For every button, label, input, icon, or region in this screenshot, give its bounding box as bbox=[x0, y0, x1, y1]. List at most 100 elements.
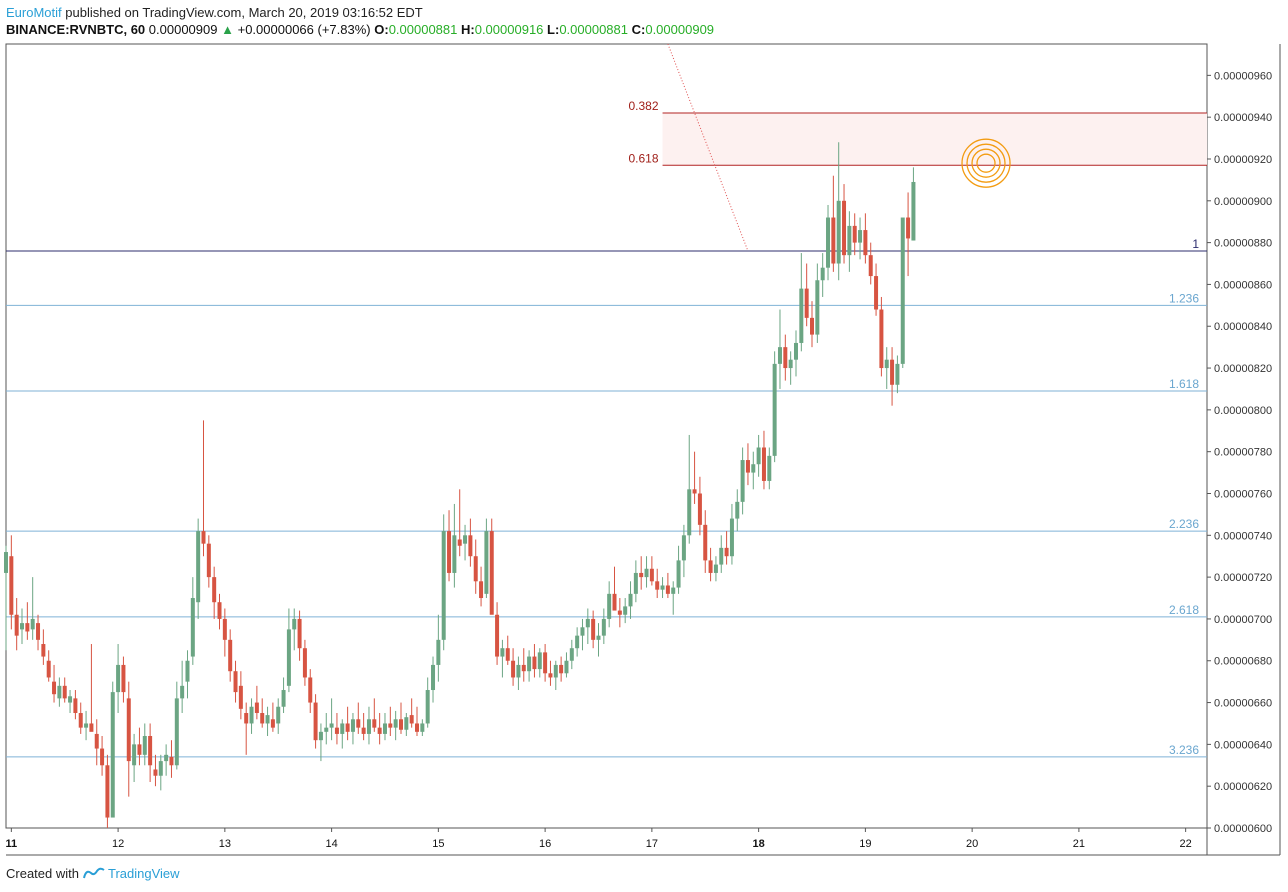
candle-body bbox=[895, 363, 900, 385]
y-tick-label: 0.00000700 bbox=[1214, 614, 1272, 626]
candle-body bbox=[158, 761, 163, 776]
candle-body bbox=[201, 531, 206, 544]
y-tick-label: 0.00000620 bbox=[1214, 781, 1272, 793]
candle-body bbox=[681, 535, 686, 561]
candle-body bbox=[793, 342, 798, 360]
candle-body bbox=[73, 698, 78, 714]
candle-body bbox=[900, 217, 905, 364]
candle-body bbox=[388, 723, 393, 728]
candle-body bbox=[772, 363, 777, 456]
candle-body bbox=[831, 217, 836, 264]
candle-body bbox=[788, 359, 793, 369]
candle-body bbox=[244, 713, 249, 724]
candle-body bbox=[596, 635, 601, 640]
high-label: H: bbox=[461, 22, 475, 37]
candle-body bbox=[206, 543, 211, 578]
candle-body bbox=[799, 288, 804, 343]
candle-body bbox=[142, 736, 147, 755]
candle-body bbox=[575, 635, 580, 649]
candle-body bbox=[495, 614, 500, 657]
low-value: 0.00000881 bbox=[559, 22, 628, 37]
candle-body bbox=[548, 673, 553, 678]
candle-body bbox=[276, 706, 281, 724]
candle-body bbox=[350, 719, 355, 732]
candle-body bbox=[126, 698, 131, 762]
candle-body bbox=[228, 639, 233, 672]
candle-body bbox=[180, 685, 185, 699]
candle-body bbox=[382, 723, 387, 734]
candle-body bbox=[884, 359, 889, 369]
candle-body bbox=[431, 664, 436, 691]
candle-body bbox=[692, 489, 697, 494]
y-tick-label: 0.00000600 bbox=[1214, 823, 1272, 835]
x-tick-label: 16 bbox=[539, 838, 551, 850]
high-value: 0.00000916 bbox=[474, 22, 544, 37]
candle-body bbox=[633, 572, 638, 594]
x-tick-label: 20 bbox=[966, 838, 978, 850]
y-tick-label: 0.00000760 bbox=[1214, 488, 1272, 500]
candle-body bbox=[740, 460, 745, 502]
candle-body bbox=[46, 660, 51, 678]
tradingview-brand[interactable]: TradingView bbox=[108, 866, 180, 881]
candle-body bbox=[842, 200, 847, 256]
candle-body bbox=[815, 280, 820, 335]
candle-body bbox=[329, 723, 334, 728]
target-ring bbox=[976, 153, 996, 173]
author-link[interactable]: EuroMotif bbox=[6, 5, 62, 20]
candle-body bbox=[826, 217, 831, 268]
candle-body bbox=[623, 606, 628, 615]
candle-body bbox=[537, 652, 542, 670]
candle-body bbox=[671, 587, 676, 594]
candle-body bbox=[265, 715, 270, 724]
candle-body bbox=[62, 685, 67, 699]
x-tick-label: 22 bbox=[1180, 838, 1192, 850]
fib-level-label: 2.236 bbox=[1169, 517, 1199, 531]
candle-body bbox=[724, 547, 729, 557]
candle-body bbox=[222, 618, 227, 640]
x-tick-label: 14 bbox=[325, 838, 337, 850]
tradingview-logo-icon[interactable] bbox=[82, 866, 108, 881]
candle-body bbox=[132, 744, 137, 766]
candle-body bbox=[708, 560, 713, 573]
x-tick-label: 19 bbox=[859, 838, 871, 850]
candle-body bbox=[569, 648, 574, 661]
candle-body bbox=[649, 568, 654, 582]
candle-body bbox=[564, 660, 569, 674]
candle-body bbox=[767, 455, 772, 481]
candle-body bbox=[281, 690, 286, 707]
candle-body bbox=[415, 723, 420, 732]
candle-body bbox=[527, 656, 532, 672]
candle-body bbox=[318, 731, 323, 741]
candle-body bbox=[687, 489, 692, 536]
y-tick-label: 0.00000820 bbox=[1214, 363, 1272, 375]
candle-body bbox=[457, 539, 462, 546]
candle-body bbox=[212, 577, 217, 603]
candle-body bbox=[612, 593, 617, 611]
candle-body bbox=[57, 685, 62, 699]
candle-body bbox=[233, 671, 238, 693]
candle-body bbox=[463, 535, 468, 544]
candle-body bbox=[735, 501, 740, 519]
x-tick-label: 11 bbox=[6, 838, 18, 850]
candle-body bbox=[713, 564, 718, 573]
footer: Created with TradingView bbox=[6, 866, 180, 881]
y-tick-label: 0.00000920 bbox=[1214, 154, 1272, 166]
candle-body bbox=[52, 681, 57, 695]
candle-body bbox=[174, 698, 179, 766]
candle-body bbox=[196, 531, 201, 603]
candle-body bbox=[185, 660, 190, 682]
candle-body bbox=[868, 255, 873, 277]
x-tick-label: 18 bbox=[753, 838, 765, 850]
fib-level-label: 1.618 bbox=[1169, 377, 1199, 391]
candle-body bbox=[94, 733, 99, 749]
candle-body bbox=[489, 531, 494, 615]
open-value: 0.00000881 bbox=[388, 22, 458, 37]
candle-body bbox=[366, 719, 371, 734]
candle-body bbox=[665, 585, 670, 594]
candle-body bbox=[404, 717, 409, 730]
target-ring bbox=[971, 148, 1001, 178]
x-tick-label: 15 bbox=[432, 838, 444, 850]
candle-body bbox=[14, 614, 19, 636]
candle-body bbox=[703, 524, 708, 561]
